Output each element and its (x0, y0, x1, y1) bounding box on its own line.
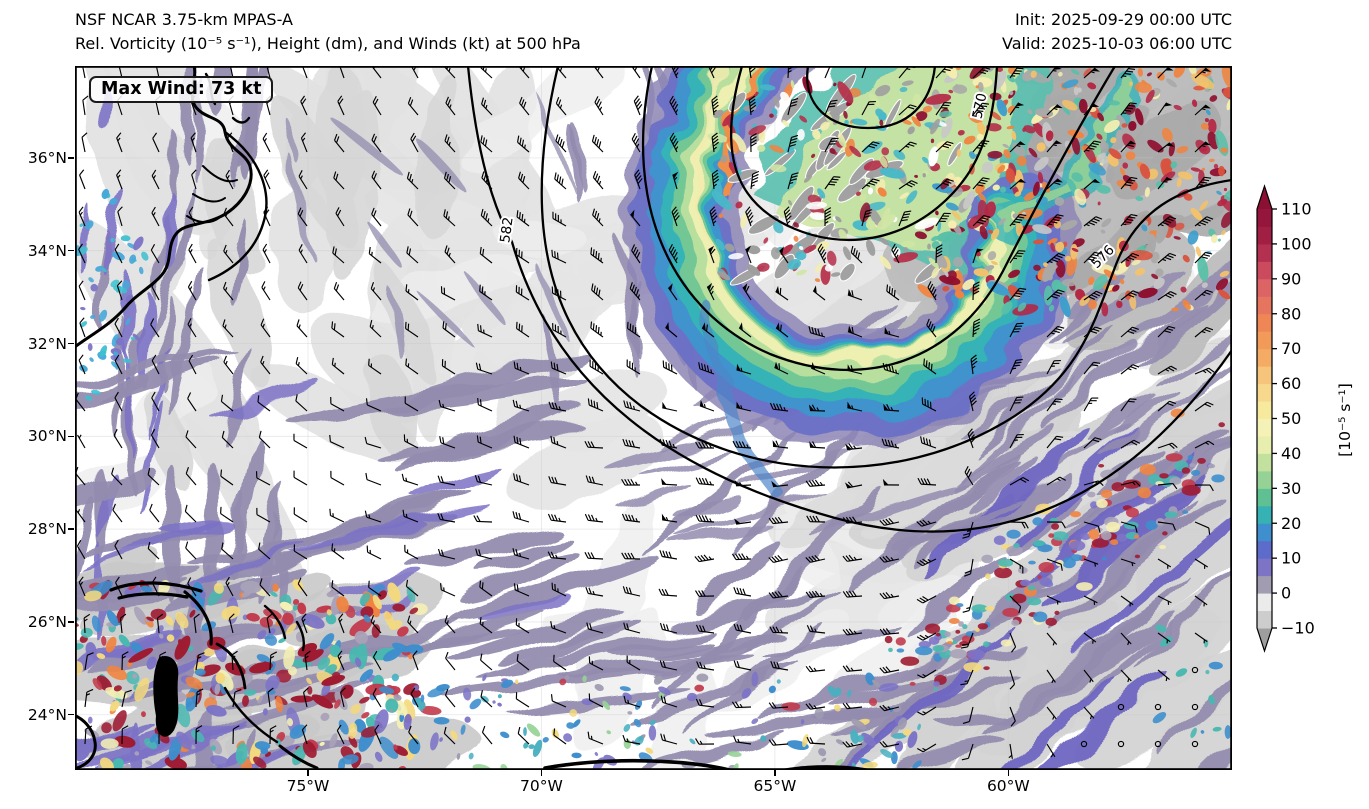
colorbar-tick-label: 70 (1281, 339, 1301, 358)
lat-tick-label: 24°N (27, 705, 67, 724)
convective-vorticity-speckles (75, 66, 1232, 770)
max-wind-badge: Max Wind: 73 kt (89, 76, 274, 103)
lat-tick-mark (68, 528, 74, 530)
lon-tick-mark (540, 770, 543, 776)
lat-tick-mark (68, 342, 74, 345)
lon-tick-mark (1007, 770, 1010, 776)
colorbar-tick-label: 60 (1281, 374, 1301, 393)
lat-tick-mark (68, 714, 74, 716)
map-frame (74, 65, 1232, 771)
lat-tick-label: 36°N (27, 148, 67, 167)
lat-tick-label: 32°N (27, 334, 67, 353)
colorbar-tick-label: 90 (1281, 269, 1301, 288)
wind-barbs (75, 66, 1215, 761)
valid-time-label: Valid: 2025-10-03 06:00 UTC (1001, 34, 1232, 53)
lon-tick-label: 60°W (986, 777, 1030, 795)
map-plot-area: 582 576 570 (74, 65, 1232, 771)
init-time-label: Init: 2025-09-29 00:00 UTC (1014, 10, 1232, 29)
colorbar-tick-label: 110 (1281, 200, 1312, 219)
colorbar-tick-label: 0 (1281, 584, 1291, 603)
title-line-2: Rel. Vorticity (10⁻⁵ s⁻¹), Height (dm), … (75, 34, 581, 53)
lon-tick-mark (774, 770, 776, 776)
lat-tick-label: 28°N (27, 520, 67, 539)
colorbar-tick-label: 50 (1281, 409, 1301, 428)
lat-tick-mark (68, 250, 74, 252)
lon-tick-label: 65°W (753, 777, 797, 795)
lon-tick-label: 70°W (520, 777, 563, 795)
lat-tick-mark (68, 621, 74, 623)
lat-tick-mark (68, 435, 74, 438)
colorbar-tick-label: 30 (1281, 479, 1301, 498)
height-contours (466, 66, 1232, 533)
colorbar-tick-label: 40 (1281, 444, 1301, 463)
colorbar-tick-label: 20 (1281, 514, 1301, 533)
colorbar-tick-label: 10 (1281, 549, 1301, 568)
colorbar-unit-label: [10⁻⁵ s⁻¹] (1336, 383, 1354, 457)
lat-tick-mark (68, 157, 74, 159)
lat-tick-label: 26°N (27, 612, 67, 631)
colorbar-tick-label: −10 (1281, 619, 1315, 638)
lon-tick-mark (307, 770, 309, 776)
lat-tick-label: 34°N (27, 241, 67, 260)
contour-label: 582 (497, 216, 516, 244)
lat-tick-label: 30°N (27, 427, 67, 446)
title-line-1: NSF NCAR 3.75-km MPAS-A (75, 10, 293, 29)
colorbar-tick-label: 80 (1281, 304, 1301, 323)
lon-tick-label: 75°W (286, 777, 330, 795)
colorbar-tick-label: 100 (1281, 234, 1312, 253)
